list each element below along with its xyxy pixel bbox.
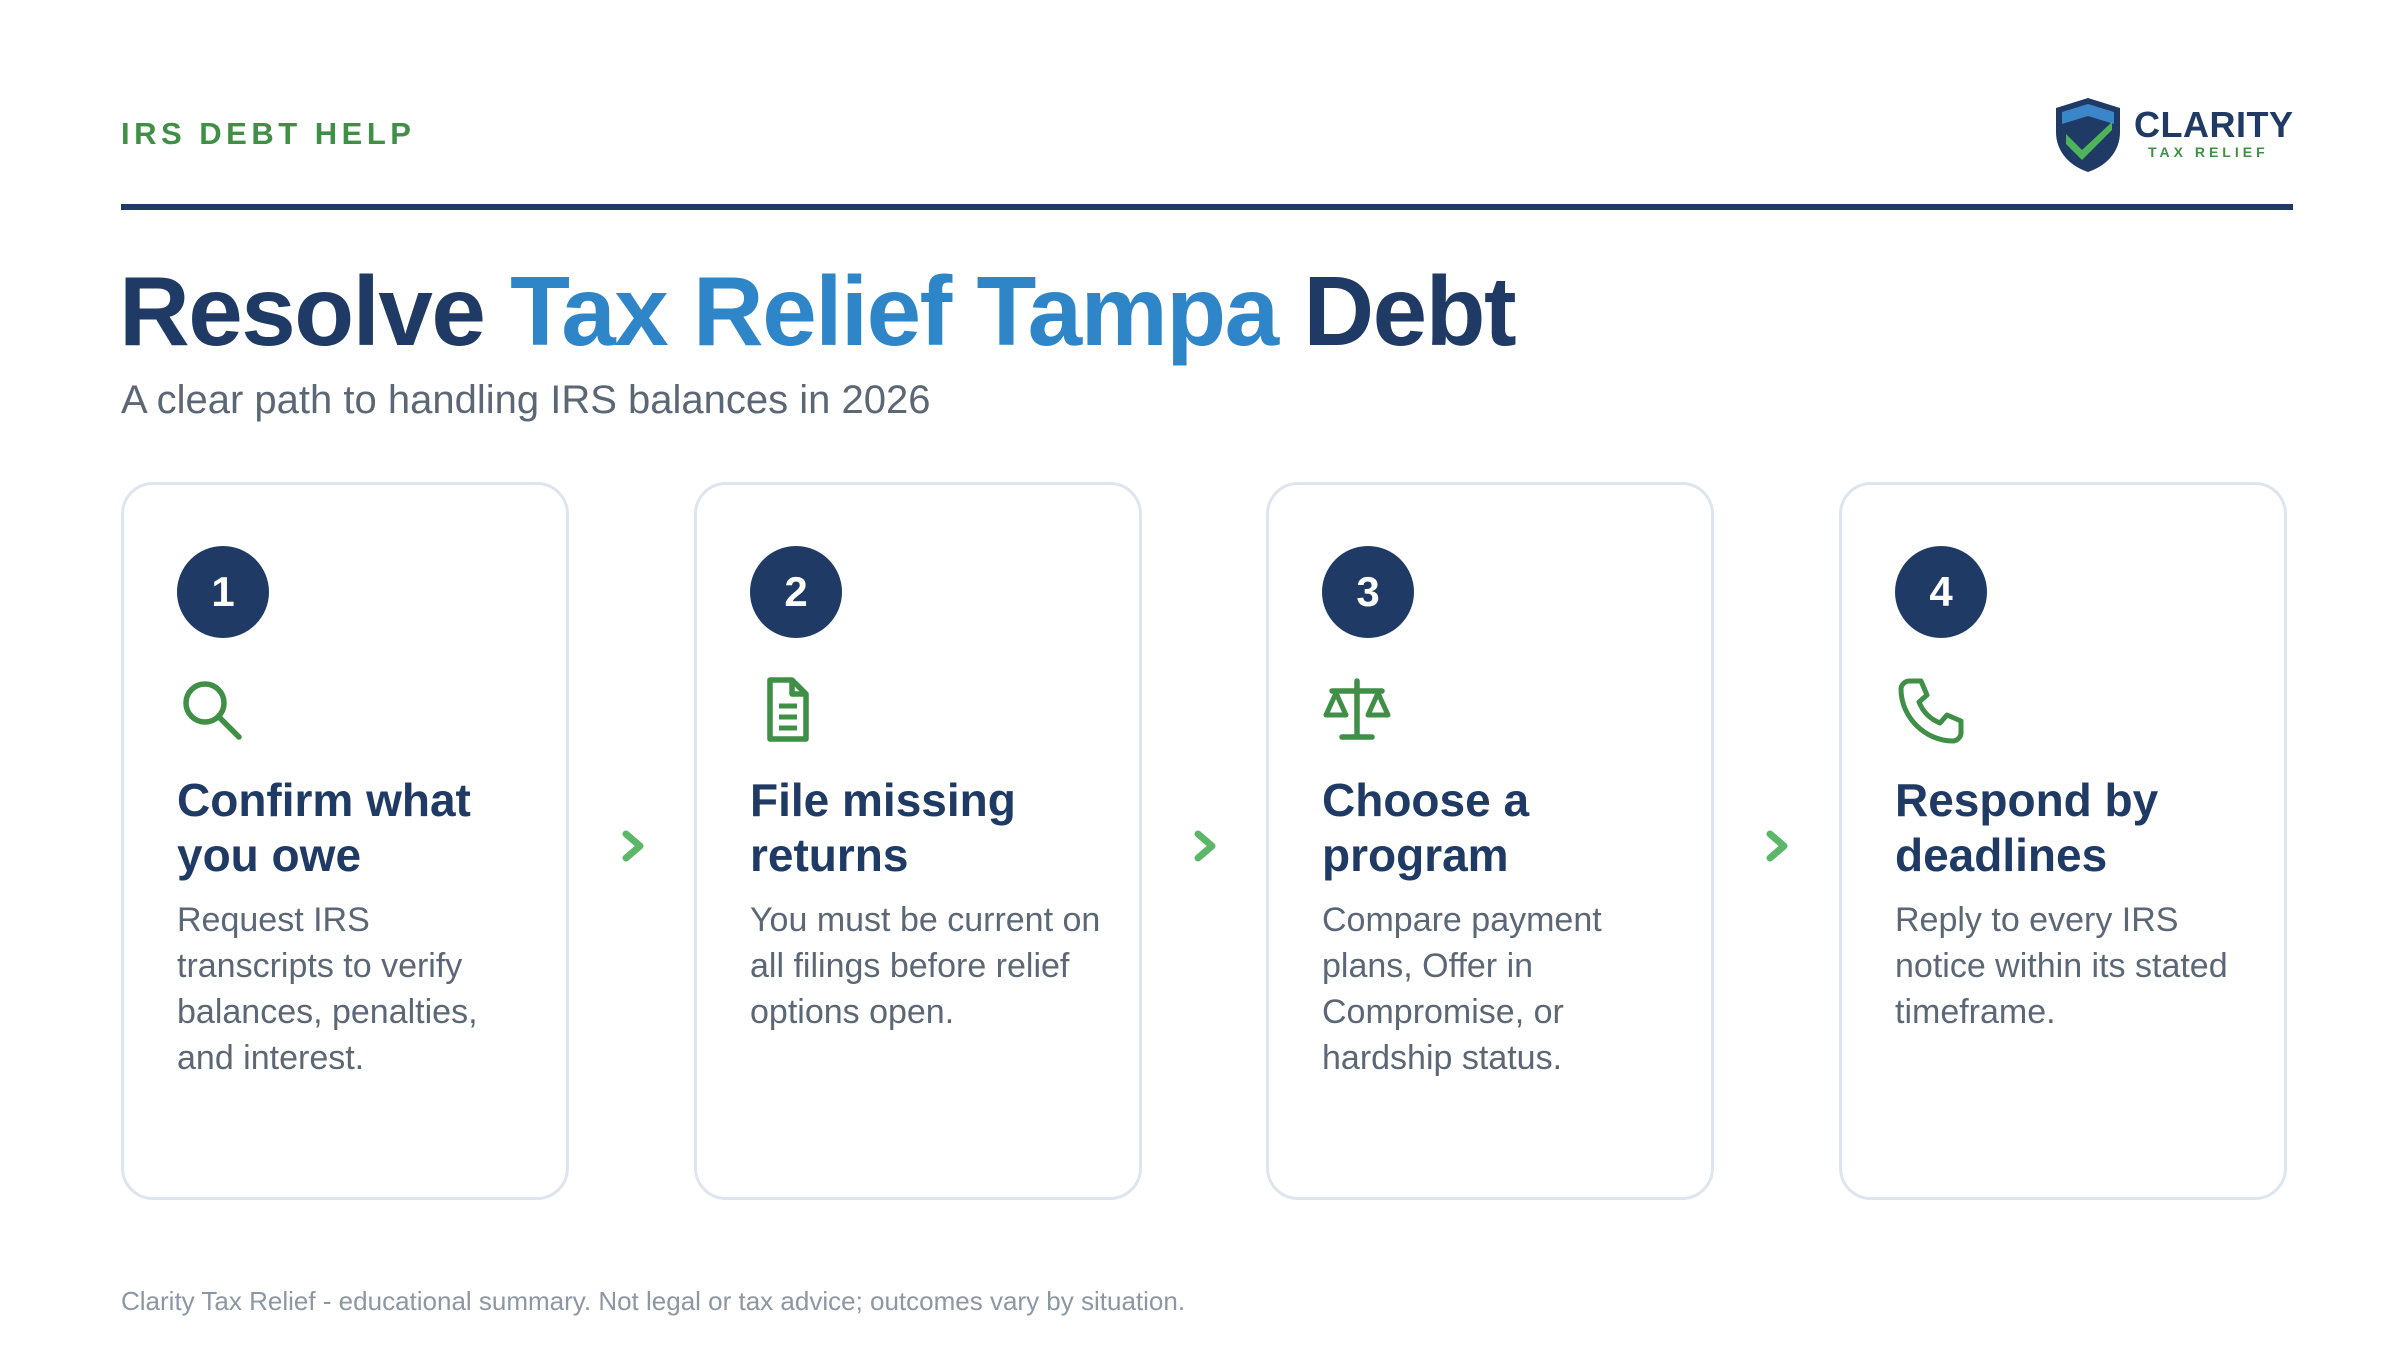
step-title: Respond by deadlines [1895, 774, 2159, 881]
step-number-badge: 4 [1895, 546, 1987, 638]
shield-icon [2056, 98, 2120, 172]
title-accent: Tax Relief Tampa [510, 256, 1279, 366]
chevron-right-icon [622, 830, 644, 862]
chevron-right-icon [1766, 830, 1788, 862]
scale-icon [1323, 678, 1391, 740]
step-description: Compare payment plans, Offer in Compromi… [1322, 901, 1602, 1077]
logo-name: CLARITY [2134, 104, 2294, 145]
page-title: Resolve Tax Relief Tampa Debt [119, 256, 1517, 366]
brand-logo: CLARITY TAX RELIEF [2050, 94, 2293, 174]
step-description: You must be current on all filings befor… [750, 901, 1101, 1031]
step-card-1: 1 Confirm what you owe Request IRS trans… [121, 482, 569, 1200]
document-icon [767, 677, 809, 742]
step-description: Request IRS transcripts to verify balanc… [177, 901, 478, 1077]
phone-icon [1898, 678, 1964, 744]
chevron-right-icon [1194, 830, 1216, 862]
eyebrow-label: IRS DEBT HELP [121, 116, 416, 151]
step-card-4: 4 Respond by deadlines Reply to every IR… [1839, 482, 2287, 1200]
step-number-badge: 1 [177, 546, 269, 638]
step-title: File missing returns [750, 774, 1016, 881]
title-start: Resolve [119, 256, 486, 366]
title-end: Debt [1303, 256, 1516, 366]
footer-disclaimer: Clarity Tax Relief - educational summary… [121, 1286, 1186, 1316]
step-card-3: 3 Choose a program Compare payment plans… [1266, 482, 1714, 1200]
step-card-2: 2 File missing returns You must be curre… [694, 482, 1142, 1200]
step-description: Reply to every IRS notice within its sta… [1895, 901, 2228, 1031]
step-number-badge: 3 [1322, 546, 1414, 638]
step-title: Confirm what you owe [177, 774, 471, 881]
search-icon [183, 681, 242, 740]
logo-subtitle: TAX RELIEF [2148, 144, 2269, 160]
page-subtitle: A clear path to handling IRS balances in… [121, 378, 931, 422]
step-number-badge: 2 [750, 546, 842, 638]
step-title: Choose a program [1322, 774, 1530, 881]
header-divider [121, 204, 2293, 210]
